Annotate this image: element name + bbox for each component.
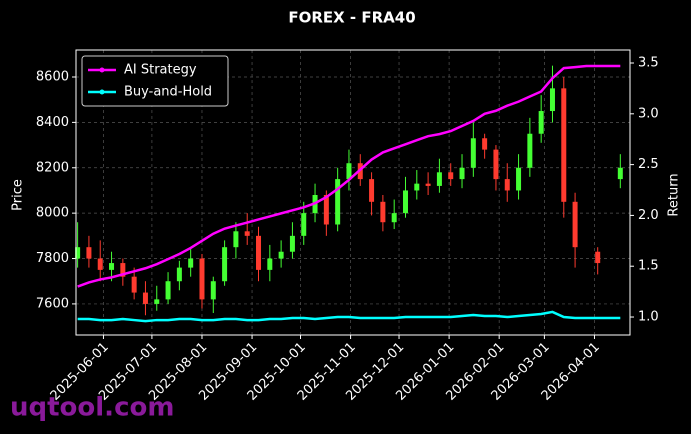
candle-body <box>572 201 578 248</box>
candle-body <box>86 247 92 259</box>
y2-tick-label: 2.0 <box>638 208 659 223</box>
candle-body <box>346 163 352 180</box>
y-tick-label: 8400 <box>36 115 69 130</box>
candle-body <box>516 167 522 191</box>
candle-body <box>380 201 386 223</box>
candle-body <box>402 190 408 214</box>
candle-body <box>289 235 295 252</box>
y2-tick-label: 1.0 <box>638 310 659 325</box>
candle-body <box>538 111 544 134</box>
candle-body <box>75 247 81 259</box>
legend-label: AI Strategy <box>124 63 197 78</box>
y2-tick-label: 1.5 <box>638 259 659 274</box>
y2-axis-label: Return <box>667 173 682 216</box>
candle-body <box>436 172 442 186</box>
candle-body <box>549 88 555 112</box>
y2-tick-label: 3.0 <box>638 106 659 121</box>
y-tick-label: 7800 <box>36 251 69 266</box>
candle-body <box>391 213 397 223</box>
candle-body <box>154 299 160 304</box>
y-tick-label: 7600 <box>36 296 69 311</box>
candle-body <box>142 292 148 304</box>
candle-body <box>425 183 431 186</box>
candle-body <box>369 179 375 202</box>
candle-body <box>323 194 329 225</box>
y2-tick-label: 2.5 <box>638 157 659 172</box>
candle-body <box>176 267 182 282</box>
legend-label: Buy-and-Hold <box>124 85 212 100</box>
candle-body <box>493 149 499 180</box>
legend-box <box>81 55 229 107</box>
candle-body <box>222 247 228 282</box>
candle-body <box>561 88 567 202</box>
candle-body <box>120 263 126 277</box>
plot-frame <box>75 49 631 336</box>
y-tick-label: 8600 <box>36 70 69 85</box>
watermark: uqtool.com <box>10 393 174 423</box>
candle-body <box>335 179 341 225</box>
y-axis-label: Price <box>11 179 26 211</box>
candle-body <box>301 213 307 236</box>
series-line <box>77 64 621 288</box>
y-tick-label: 8200 <box>36 160 69 175</box>
legend-marker <box>99 89 105 95</box>
chart-title: FOREX - FRA40 <box>288 9 415 27</box>
candle-body <box>210 281 216 300</box>
candle-body <box>527 133 533 168</box>
legend: AI Strategy Buy-and-Hold <box>81 55 229 107</box>
candle-body <box>199 258 205 300</box>
candle-body <box>256 235 262 270</box>
candle-body <box>97 258 103 270</box>
candle-body <box>617 167 623 180</box>
candle-body <box>131 276 137 293</box>
series-line <box>77 310 621 323</box>
candle-body <box>459 167 465 180</box>
y-tick-label: 8000 <box>36 206 69 221</box>
candle-body <box>595 251 601 264</box>
candle-body <box>278 251 284 259</box>
y2-tick-label: 3.5 <box>638 56 659 71</box>
candle-body <box>414 183 420 191</box>
candle-body <box>482 138 488 150</box>
candle-body <box>244 231 250 236</box>
candle-body <box>165 281 171 300</box>
candle-body <box>267 258 273 270</box>
legend-marker <box>99 67 105 73</box>
candle-body <box>504 179 510 191</box>
candle-body <box>109 263 115 270</box>
candle-body <box>188 258 194 268</box>
candle-body <box>233 231 239 248</box>
candle-body <box>448 172 454 180</box>
candle-body <box>470 138 476 168</box>
